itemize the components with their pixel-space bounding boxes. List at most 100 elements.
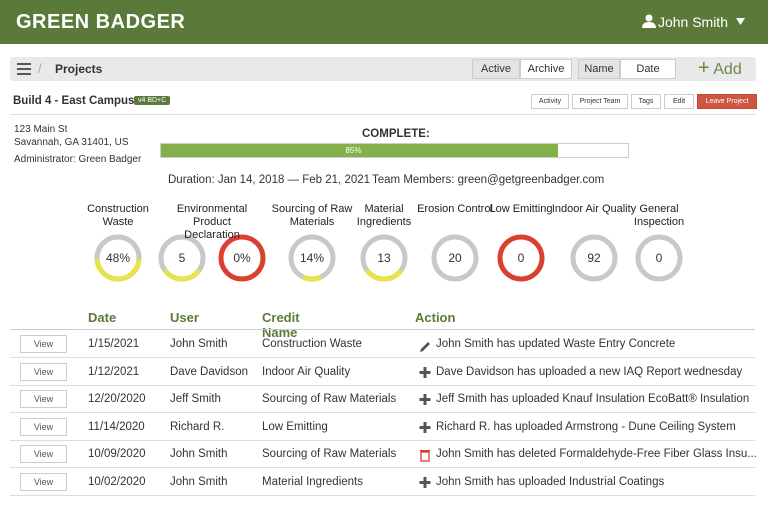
progress-label: 85% — [345, 146, 362, 155]
action-cell: Dave Davidson has uploaded a new IAQ Rep… — [436, 365, 743, 378]
credit-cell: Sourcing of Raw Materials — [262, 448, 397, 461]
project-name: Build 4 - East Campus — [13, 95, 135, 107]
header-rule — [10, 329, 755, 330]
column-header: User — [170, 310, 199, 325]
view-button[interactable]: View — [20, 473, 67, 491]
team-members: Team Members: green@getgreenbadger.com — [372, 174, 605, 186]
user-menu[interactable]: John Smith — [657, 14, 728, 30]
project-action[interactable]: Edit — [664, 94, 694, 109]
gauge-ring — [635, 234, 683, 282]
user-cell: John Smith — [170, 338, 228, 350]
credit-cell: Sourcing of Raw Materials — [262, 393, 397, 406]
action-cell: John Smith has updated Waste Entry Concr… — [436, 338, 676, 350]
date-cell: 10/02/2020 — [88, 476, 146, 488]
logo[interactable]: GREEN BADGER — [16, 11, 186, 33]
row-rule — [10, 495, 755, 496]
gauge-ring — [497, 234, 545, 282]
page-title: Projects — [55, 62, 103, 76]
project-action[interactable]: Tags — [631, 94, 661, 109]
gauge-label: Environmental Product Declaration — [176, 203, 248, 241]
action-icon-trash — [420, 450, 430, 463]
gauge-arc — [288, 234, 336, 282]
user-cell: John Smith — [170, 448, 228, 461]
gauge-value: 0% — [233, 251, 251, 265]
address-line: 123 Main St — [14, 124, 68, 135]
project-action[interactable]: Leave Project — [697, 94, 757, 109]
action-cell: John Smith has deleted Formaldehyde-Free… — [436, 448, 757, 461]
gauge-arc — [158, 234, 206, 282]
view-button[interactable]: View — [20, 362, 67, 381]
action-icon-plus — [419, 477, 431, 488]
complete-label: COMPLETE: — [362, 128, 430, 140]
gauge-value: 92 — [587, 251, 601, 265]
gauge-value: 5 — [179, 251, 186, 265]
view-button[interactable]: View — [20, 335, 67, 353]
gauge-label: Material Ingredients — [356, 203, 412, 228]
progress-fill — [161, 144, 558, 157]
dropdown-caret — [736, 18, 745, 25]
action-icon-edit — [420, 342, 430, 352]
user-cell: Richard R. — [170, 420, 225, 433]
credit-cell: Material Ingredients — [262, 476, 363, 488]
top-bar: GREEN BADGER John Smith — [0, 0, 768, 44]
action-icon-plus — [419, 366, 431, 378]
gauge-arc — [94, 234, 142, 282]
row-rule — [10, 357, 755, 358]
gauge-ring — [570, 234, 618, 282]
gauge-value: 0 — [656, 251, 663, 265]
project-action[interactable]: Activity — [531, 94, 569, 109]
toolbar: / Projects + Add Active Archive Name Date — [10, 57, 756, 81]
credit-cell: Low Emitting — [262, 420, 328, 433]
project-action[interactable]: Project Team — [572, 94, 628, 109]
gauge-value: 14% — [300, 251, 324, 265]
user-icon — [642, 14, 656, 28]
action-cell: Jeff Smith has uploaded Knauf Insulation… — [436, 393, 750, 406]
add-button[interactable]: + Add — [698, 57, 742, 79]
view-button[interactable]: View — [20, 390, 67, 409]
view-button[interactable]: View — [20, 445, 67, 464]
gauge-arc — [360, 234, 408, 282]
filter-button[interactable]: Active — [472, 59, 520, 79]
view-button[interactable]: View — [20, 417, 67, 436]
date-cell: 12/20/2020 — [88, 393, 146, 406]
duration: Duration: Jan 14, 2018 — Feb 21, 2021 — [168, 174, 371, 186]
gauge-label: Construction Waste — [87, 203, 149, 228]
user-cell: Jeff Smith — [170, 393, 221, 406]
gauge-label: General Inspection — [633, 203, 685, 228]
gauge-ring — [218, 234, 266, 282]
filter-button[interactable]: Archive — [520, 59, 572, 79]
add-label[interactable]: Add — [713, 61, 742, 78]
gauge-value: 20 — [448, 251, 462, 265]
gauge-label: Sourcing of Raw Materials — [271, 203, 353, 228]
menu-icon[interactable] — [17, 63, 31, 75]
row-rule — [10, 384, 755, 386]
progress-bar: 85% — [160, 143, 629, 158]
gauge-value: 48% — [106, 251, 130, 265]
gauge-value: 13 — [377, 251, 391, 265]
sort-button[interactable]: Name — [578, 59, 620, 79]
row-rule — [10, 439, 755, 441]
gauge-value: 0 — [518, 251, 525, 265]
row-rule — [10, 467, 755, 469]
action-icon-plus — [419, 394, 431, 406]
gauge-ring — [431, 234, 479, 282]
column-header: Date — [88, 310, 117, 325]
version-badge: v4 BD+C — [134, 96, 171, 105]
action-icon-plus — [419, 421, 431, 433]
action-cell: John Smith has uploaded Industrial Coati… — [436, 476, 665, 488]
action-cell: Richard R. has uploaded Armstrong - Dune… — [436, 420, 736, 433]
column-header: Action — [415, 310, 456, 325]
row-rule — [10, 412, 755, 414]
column-header: Credit Name — [262, 310, 300, 340]
gauge-label: Low Emitting — [489, 203, 553, 215]
project-bar: Build 4 - East Campus v4 BD+C Activity Pr… — [10, 90, 757, 115]
gauge-label: Indoor Air Quality — [551, 203, 637, 215]
credit-cell: Construction Waste — [262, 338, 362, 350]
user-cell: Dave Davidson — [170, 365, 248, 378]
sort-button[interactable]: Date — [620, 59, 676, 79]
gauge-label: Erosion Control — [417, 203, 493, 215]
date-cell: 10/09/2020 — [88, 448, 146, 461]
credit-cell: Indoor Air Quality — [262, 365, 351, 378]
